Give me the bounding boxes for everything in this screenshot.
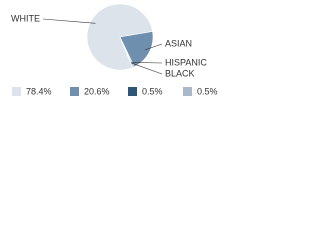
legend-swatch [70, 87, 79, 96]
pie-slice [119, 36, 134, 68]
slice-label: HISPANIC [165, 57, 207, 67]
legend-label: 78.4% [26, 86, 52, 96]
legend-label: 20.6% [84, 86, 110, 96]
slice-label: WHITE [11, 13, 40, 23]
leader-line [42, 18, 96, 24]
legend-label: 0.5% [197, 86, 218, 96]
legend-label: 0.5% [142, 86, 163, 96]
legend-swatch [183, 87, 192, 96]
leader-line [144, 43, 163, 51]
leader-line [131, 62, 163, 64]
leader-line [130, 62, 163, 75]
pie-slice [119, 31, 154, 68]
legend-swatch [12, 87, 21, 96]
slice-label: BLACK [165, 68, 195, 78]
slice-label: ASIAN [165, 38, 192, 48]
legend-swatch [128, 87, 137, 96]
